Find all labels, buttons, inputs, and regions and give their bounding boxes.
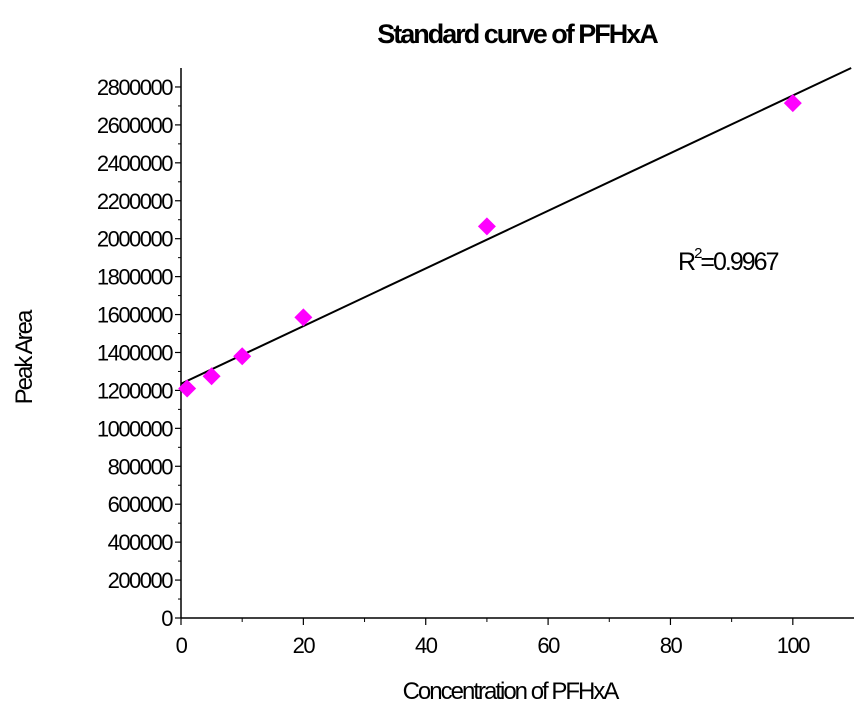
x-tick-label: 100 [777, 633, 810, 658]
axes [180, 68, 854, 619]
y-tick-label: 2600000 [97, 113, 173, 138]
y-tick-label: 1800000 [97, 265, 173, 290]
y-tick-label: 1600000 [97, 303, 173, 328]
data-point [233, 347, 252, 366]
y-tick-label: 600000 [108, 492, 174, 517]
y-tick-label: 2400000 [97, 151, 173, 176]
x-tick-label: 60 [537, 633, 560, 658]
data-points [178, 94, 802, 398]
x-axis-title: Concentration of PFHxA [403, 678, 620, 705]
y-tick-label: 1400000 [97, 340, 173, 365]
data-point [178, 379, 197, 398]
x-tick-label: 20 [293, 633, 316, 658]
x-axis: 0 20 40 60 80 100 [176, 618, 812, 658]
r-squared-value: =0.9967 [700, 248, 778, 276]
y-tick-label: 0 [161, 606, 173, 631]
y-tick-label: 2800000 [97, 75, 173, 100]
x-tick-label: 80 [660, 633, 683, 658]
chart-title: Standard curve of PFHxA [377, 19, 658, 49]
x-tick-label: 40 [415, 633, 438, 658]
y-axis-title: Peak Area [11, 309, 38, 404]
y-tick-label: 800000 [108, 454, 174, 479]
y-tick-label: 1200000 [97, 378, 173, 403]
r-squared-annotation: R2=0.9967 [678, 245, 779, 276]
data-point [783, 94, 802, 113]
y-axis: 0 200000 400000 600000 800000 1000000 1200000 1… [97, 75, 181, 631]
x-tick-label: 0 [176, 633, 188, 658]
r-squared-base: R [678, 248, 695, 276]
y-tick-label: 2200000 [97, 189, 173, 214]
data-point [477, 217, 496, 236]
data-point [294, 308, 313, 327]
y-tick-label: 200000 [108, 568, 174, 593]
y-tick-label: 2000000 [97, 227, 173, 252]
y-tick-label: 400000 [108, 530, 174, 555]
r-squared-superscript: 2 [694, 245, 702, 262]
y-tick-label: 1000000 [97, 416, 173, 441]
trendline [180, 67, 852, 385]
data-point [202, 367, 221, 386]
